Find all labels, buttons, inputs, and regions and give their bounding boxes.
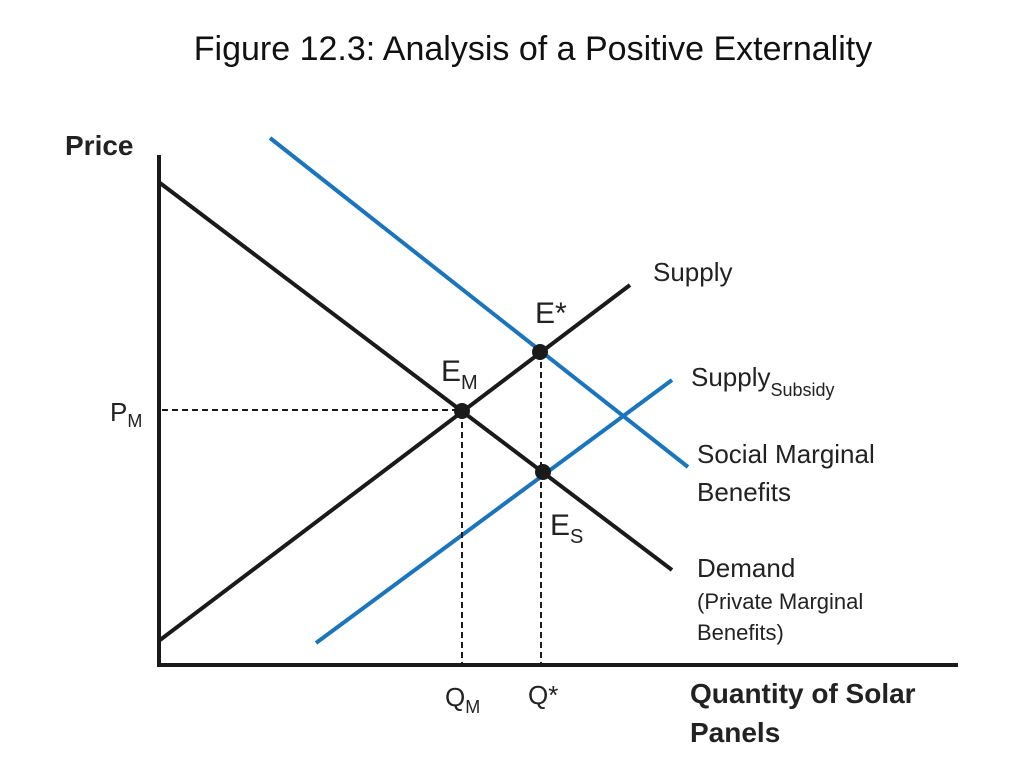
x-axis-label-line2: Panels <box>690 717 780 748</box>
y-axis-label: Price <box>65 130 134 161</box>
demand-label-line2: (Private Marginal <box>697 589 863 614</box>
estar-label: E* <box>535 297 567 330</box>
x-axis-label-line1: Quantity of Solar <box>690 678 916 709</box>
supply-curve <box>158 283 632 642</box>
supply-label: Supply <box>653 257 733 287</box>
demand-label-line1: Demand <box>697 553 795 583</box>
demand-label-line3: Benefits) <box>697 620 784 645</box>
smb-label-line2: Benefits <box>697 477 791 507</box>
em-point <box>454 403 470 419</box>
demand-curve <box>158 181 674 572</box>
smb-label-line1: Social Marginal <box>697 439 875 469</box>
es-label: ES <box>550 509 583 548</box>
supply-subsidy-label: SupplySubsidy <box>691 362 835 400</box>
estar-point <box>532 344 548 360</box>
qstar-label: Q* <box>528 680 558 710</box>
em-label: EM <box>441 355 478 394</box>
figure-title: Figure 12.3: Analysis of a Positive Exte… <box>193 30 873 68</box>
es-point <box>535 464 551 480</box>
supply-subsidy-curve <box>314 378 674 645</box>
pm-label: PM <box>110 397 142 431</box>
social-marginal-benefits-curve <box>268 136 690 469</box>
qm-label: QM <box>445 682 480 717</box>
